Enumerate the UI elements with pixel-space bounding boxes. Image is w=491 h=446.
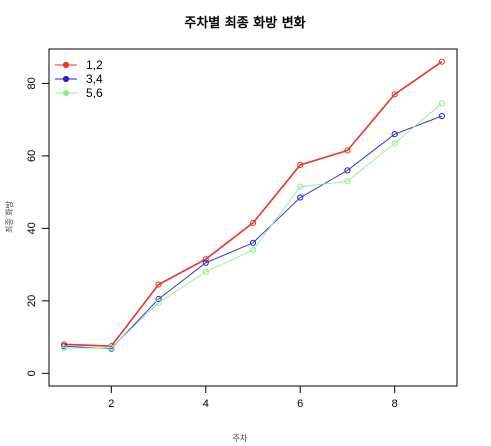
series-layer: [61, 58, 445, 352]
x-tick-label: 4: [203, 398, 209, 410]
data-point: [391, 140, 398, 147]
y-axis-label: 최종 화방: [4, 200, 14, 233]
series-3: [61, 100, 445, 352]
data-point: [438, 112, 445, 120]
data-point: [438, 100, 445, 107]
y-axis: 0 20 40 60 80: [26, 77, 49, 376]
series-1: [61, 58, 445, 350]
series-line: [64, 61, 443, 347]
data-point: [155, 281, 162, 288]
data-point: [249, 239, 257, 246]
data-point: [249, 219, 257, 227]
series-line: [64, 103, 443, 349]
x-tick-label: 2: [108, 398, 114, 410]
x-axis-label: 주차: [233, 434, 248, 443]
legend-label: 5,6: [86, 86, 103, 100]
y-tick-label: 80: [26, 77, 38, 89]
legend-label: 3,4: [86, 72, 103, 86]
data-point: [155, 299, 162, 306]
data-point: [297, 183, 304, 190]
data-point: [344, 167, 351, 174]
data-point: [61, 341, 68, 348]
data-point: [155, 295, 162, 303]
data-point: [202, 259, 209, 266]
data-point: [249, 247, 257, 254]
data-point: [391, 131, 398, 138]
data-point: [202, 256, 209, 263]
series-line: [64, 115, 443, 350]
data-point: [391, 91, 398, 98]
data-point: [202, 268, 209, 275]
data-point: [438, 58, 445, 65]
x-tick-label: 6: [297, 398, 303, 410]
chart-title: 주차별 최종 화방 변화: [184, 15, 305, 31]
x-tick-label: 8: [392, 398, 398, 410]
x-axis: 2 4 6 8: [108, 386, 398, 410]
data-point: [297, 161, 304, 169]
y-tick-label: 60: [26, 150, 38, 162]
series-2: [61, 112, 445, 352]
legend-swatch-marker: [62, 75, 70, 83]
y-tick-label: 20: [26, 295, 38, 307]
data-point: [61, 343, 68, 350]
data-point: [344, 178, 351, 185]
legend-swatch-marker: [62, 61, 70, 69]
data-point: [108, 344, 115, 352]
y-tick-label: 0: [26, 370, 38, 376]
legend: 1,23,45,6: [55, 58, 103, 100]
legend-swatch-marker: [62, 89, 70, 97]
legend-label: 1,2: [86, 58, 103, 72]
data-point: [344, 147, 351, 154]
plot-frame: [48, 48, 458, 387]
data-point: [297, 194, 304, 201]
data-point: [61, 344, 68, 352]
y-tick-label: 40: [26, 222, 38, 234]
